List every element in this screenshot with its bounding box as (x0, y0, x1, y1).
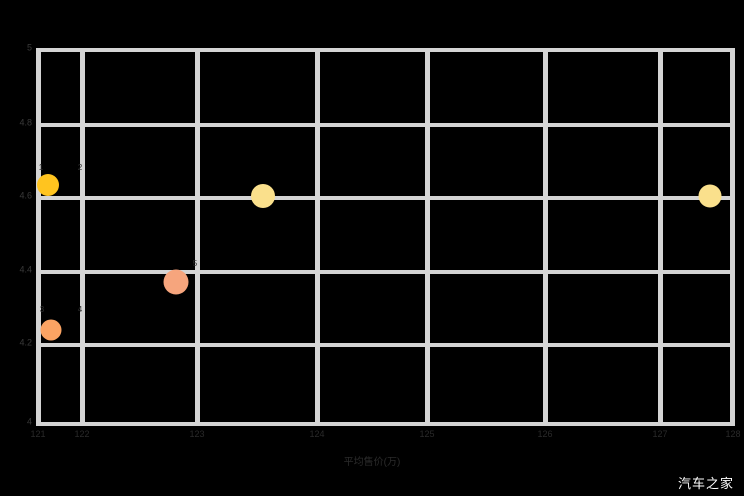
gridline-horizontal (36, 343, 735, 347)
plot-area: 1 2 3 4 5 (36, 48, 735, 426)
x-tick-label: 128 (725, 429, 741, 439)
point-label: 3 (39, 305, 45, 314)
gridline-vertical (315, 48, 320, 424)
point-label: 1 (38, 163, 44, 172)
y-tick-label: 4.4 (19, 264, 32, 275)
y-tick-label: 4.8 (19, 117, 32, 128)
x-tick-label: 122 (74, 429, 90, 439)
gridline-vertical (195, 48, 200, 424)
data-point[interactable] (37, 174, 59, 196)
gridline-vertical (80, 48, 85, 424)
gridline-vertical (658, 48, 663, 424)
gridline-vertical (543, 48, 548, 424)
y-tick-label: 4.2 (19, 337, 32, 348)
watermark: 汽车之家 (677, 476, 734, 491)
x-tick-label: 124 (309, 429, 325, 439)
gridline-horizontal (36, 196, 735, 200)
gridline-vertical (730, 48, 735, 424)
gridline-horizontal (36, 422, 735, 426)
point-label: 5 (192, 259, 198, 268)
gridline-horizontal (36, 270, 735, 274)
data-point[interactable] (163, 269, 189, 295)
gridline-horizontal (36, 123, 735, 127)
y-tick-label: 5 (26, 42, 32, 53)
point-label: 4 (77, 305, 83, 314)
y-tick-label: 4 (26, 416, 32, 427)
y-tick-label: 4.6 (19, 190, 32, 201)
point-label: 2 (77, 163, 83, 172)
gridline-vertical (425, 48, 430, 424)
x-tick-label: 125 (419, 429, 435, 439)
x-tick-label: 123 (189, 429, 205, 439)
data-point[interactable] (698, 184, 722, 208)
x-tick-label: 121 (30, 429, 46, 439)
data-point[interactable] (40, 319, 62, 341)
gridline-horizontal (36, 48, 735, 52)
gridline-vertical (36, 48, 41, 424)
y-axis-ticks: 5 4.8 4.6 4.4 4.2 4 (0, 0, 32, 496)
x-tick-label: 126 (537, 429, 553, 439)
x-tick-label: 127 (652, 429, 668, 439)
data-point[interactable] (251, 184, 275, 208)
x-axis-title: 平均售价(万) (343, 457, 401, 468)
